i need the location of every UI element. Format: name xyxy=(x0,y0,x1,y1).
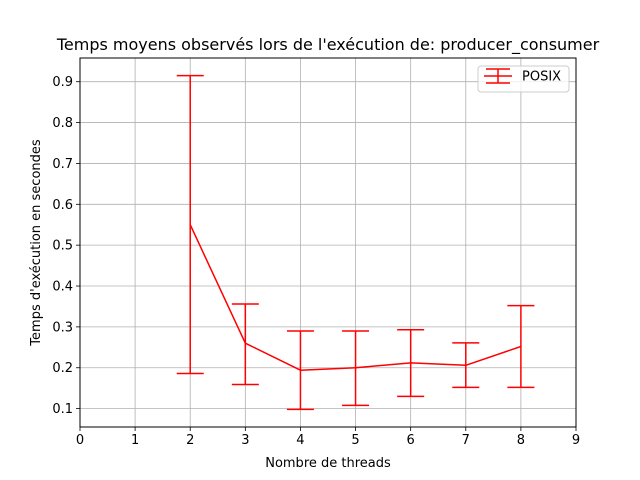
y-tick-label: 0.4 xyxy=(52,280,73,295)
x-tick-label: 8 xyxy=(517,433,525,448)
data-point xyxy=(299,369,302,371)
x-tick-label: 5 xyxy=(351,433,359,448)
legend-label: POSIX xyxy=(522,70,561,85)
x-tick-label: 3 xyxy=(241,433,249,448)
x-tick-label: 7 xyxy=(462,433,470,448)
chart-title: Temps moyens observés lors de l'exécutio… xyxy=(56,35,600,55)
y-tick-label: 0.2 xyxy=(52,361,73,376)
x-tick-label: 0 xyxy=(76,433,84,448)
data-point xyxy=(520,345,522,348)
y-axis: 0.1 0.2 0.3 0.4 0.5 0.6 0.7 0.8 0.9 xyxy=(52,75,80,417)
legend-box xyxy=(477,65,570,93)
y-tick-label: 0.1 xyxy=(52,402,73,417)
x-tick-label: 6 xyxy=(407,433,415,448)
y-tick-label: 0.5 xyxy=(52,239,73,254)
plot-frame xyxy=(79,57,577,428)
data-point xyxy=(409,362,412,364)
series-layer xyxy=(176,74,535,411)
x-tick-label: 2 xyxy=(186,433,194,448)
legend: POSIX xyxy=(477,65,570,93)
x-axis: 0 1 2 3 4 5 6 7 8 9 xyxy=(76,427,580,448)
data-point xyxy=(244,342,247,344)
data-point xyxy=(465,364,467,367)
x-tick-label: 4 xyxy=(296,433,304,448)
data-point xyxy=(354,366,357,369)
y-tick-label: 0.3 xyxy=(52,320,73,335)
y-tick-label: 0.8 xyxy=(52,116,73,131)
y-tick-label: 0.7 xyxy=(52,157,73,172)
x-axis-label: Nombre de threads xyxy=(265,456,391,471)
y-tick-label: 0.9 xyxy=(52,75,73,90)
y-tick-label: 0.6 xyxy=(52,198,73,213)
y-axis-label: Temps d'exécution en secondes xyxy=(29,139,44,347)
x-tick-label: 9 xyxy=(572,433,580,448)
x-tick-label: 1 xyxy=(131,433,139,448)
data-point xyxy=(189,223,191,226)
grid xyxy=(79,58,577,427)
